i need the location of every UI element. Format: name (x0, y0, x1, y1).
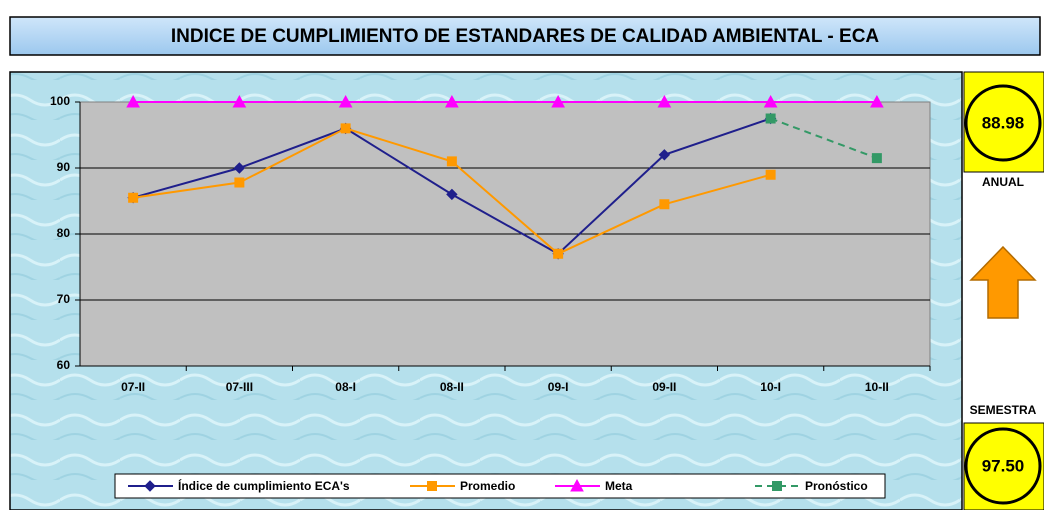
y-tick-label: 70 (57, 292, 71, 306)
series-marker (657, 94, 672, 108)
semester-label: SEMESTRA (970, 403, 1037, 417)
annual-circle (964, 84, 1042, 162)
series-marker (765, 113, 776, 124)
series-marker (763, 94, 778, 108)
x-tick-label: 10-I (760, 380, 781, 394)
series-marker (553, 248, 564, 259)
series-marker (340, 123, 351, 134)
x-tick-label: 07-II (121, 380, 145, 394)
series-marker (446, 156, 457, 167)
series-marker (871, 153, 882, 164)
legend-label: Promedio (460, 479, 515, 493)
y-tick-label: 90 (57, 160, 71, 174)
legend-marker (570, 478, 584, 492)
y-tick-label: 100 (50, 94, 70, 108)
x-tick-label: 10-II (865, 380, 889, 394)
legend-marker (772, 481, 782, 491)
series-marker (870, 94, 884, 108)
x-tick-label: 07-III (226, 380, 253, 394)
series-marker (551, 94, 565, 108)
semester-circle (964, 427, 1042, 505)
series-marker (765, 169, 776, 180)
x-tick-label: 09-I (548, 380, 569, 394)
trend-arrow (969, 245, 1037, 319)
series-marker (445, 94, 459, 108)
series-marker (338, 94, 353, 108)
y-tick-label: 60 (57, 358, 71, 372)
x-tick-label: 09-II (652, 380, 676, 394)
x-tick-label: 08-II (440, 380, 464, 394)
series-marker (233, 162, 246, 174)
series-marker (126, 94, 140, 108)
legend-label: Pronóstico (805, 479, 868, 493)
annual-value: 88.98 (982, 113, 1025, 132)
semester-value: 97.50 (982, 456, 1025, 475)
series-marker (658, 149, 671, 161)
series-marker (446, 188, 458, 201)
series-marker (232, 94, 247, 108)
y-tick-label: 80 (57, 226, 71, 240)
series-marker (128, 192, 139, 203)
legend-marker (144, 480, 156, 492)
x-tick-label: 08-I (335, 380, 356, 394)
annual-label: ANUAL (982, 175, 1024, 189)
series-marker (659, 199, 670, 210)
header-bar (9, 16, 1041, 56)
legend-label: Índice de cumplimiento ECA's (178, 478, 350, 493)
legend-marker (427, 481, 437, 491)
legend-label: Meta (605, 479, 633, 493)
series-line (770, 117, 878, 160)
series-marker (234, 177, 245, 188)
chart-title: INDICE DE CUMPLIMIENTO DE ESTANDARES DE … (171, 26, 880, 47)
